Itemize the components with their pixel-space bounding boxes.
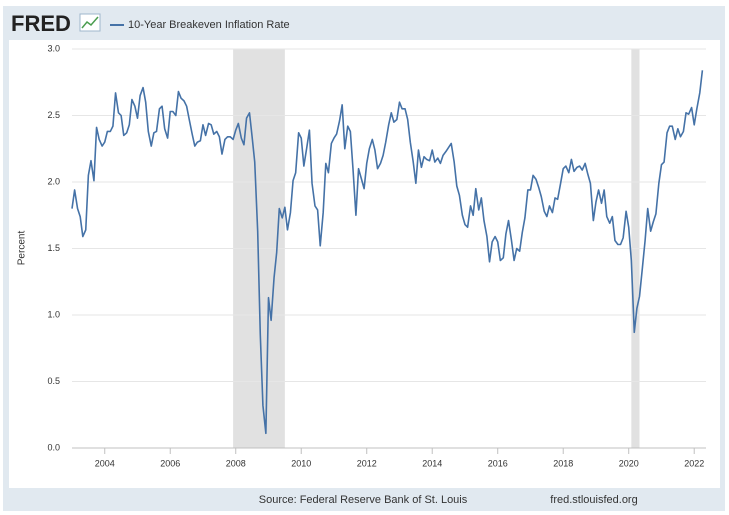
x-tick-label: 2016 (488, 458, 508, 468)
logo-icon (79, 13, 101, 32)
y-tick-label: 1.0 (47, 309, 60, 319)
x-tick-label: 2020 (619, 458, 639, 468)
x-tick-label: 2018 (553, 458, 573, 468)
y-tick-label: 2.0 (47, 176, 60, 186)
y-tick-label: 0.5 (47, 376, 60, 386)
x-tick-label: 2004 (95, 458, 115, 468)
x-tick-label: 2014 (422, 458, 442, 468)
series-line (71, 70, 704, 435)
site: fred.stlouisfed.org (550, 494, 637, 506)
x-tick-label: 2010 (291, 458, 311, 468)
y-tick-label: 3.0 (47, 43, 60, 53)
x-tick-label: 2012 (357, 458, 377, 468)
y-tick-label: 1.5 (47, 243, 60, 253)
source: Source: Federal Reserve Bank of St. Loui… (259, 494, 468, 506)
x-tick-label: 2006 (160, 458, 180, 468)
y-tick-label: 0.0 (47, 442, 60, 452)
y-tick-label: 2.5 (47, 110, 60, 120)
x-tick-label: 2022 (684, 458, 704, 468)
plot-panel (9, 40, 720, 488)
y-axis-label: Percent (17, 231, 28, 266)
legend-label: 10-Year Breakeven Inflation Rate (128, 19, 290, 31)
logo: FRED (11, 11, 71, 36)
x-tick-label: 2008 (226, 458, 246, 468)
